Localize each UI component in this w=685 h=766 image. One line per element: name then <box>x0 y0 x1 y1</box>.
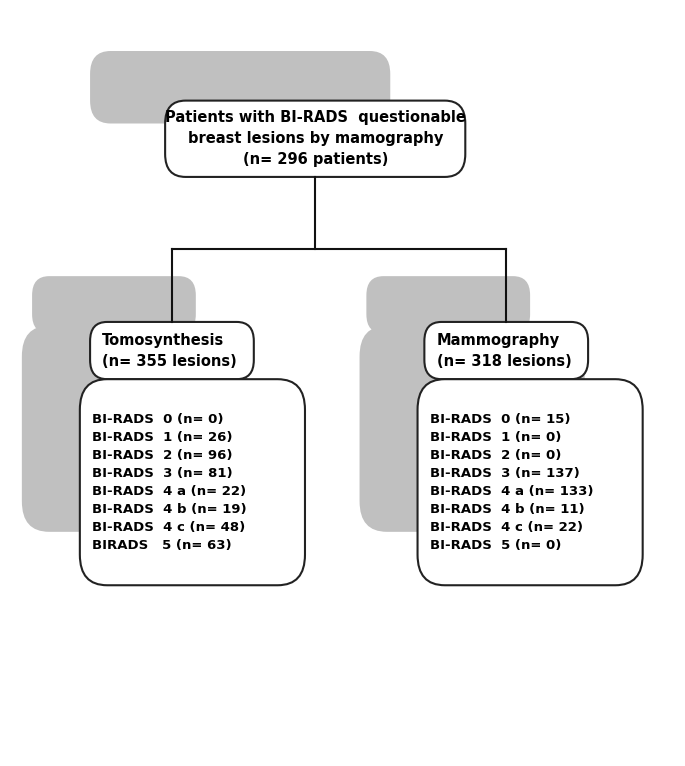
FancyBboxPatch shape <box>165 100 465 177</box>
FancyBboxPatch shape <box>80 379 305 585</box>
FancyBboxPatch shape <box>418 379 643 585</box>
FancyBboxPatch shape <box>32 277 196 333</box>
Text: Patients with BI-RADS  questionable
breast lesions by mamography
(n= 296 patient: Patients with BI-RADS questionable breas… <box>165 110 466 167</box>
Text: Tomosynthesis
(n= 355 lesions): Tomosynthesis (n= 355 lesions) <box>102 332 237 368</box>
FancyBboxPatch shape <box>90 51 390 123</box>
Text: BI-RADS  0 (n= 15)
BI-RADS  1 (n= 0)
BI-RADS  2 (n= 0)
BI-RADS  3 (n= 137)
BI-RA: BI-RADS 0 (n= 15) BI-RADS 1 (n= 0) BI-RA… <box>429 413 593 552</box>
FancyBboxPatch shape <box>425 322 588 379</box>
FancyBboxPatch shape <box>366 277 530 333</box>
FancyBboxPatch shape <box>360 326 585 532</box>
FancyBboxPatch shape <box>90 322 254 379</box>
FancyBboxPatch shape <box>22 326 247 532</box>
Text: BI-RADS  0 (n= 0)
BI-RADS  1 (n= 26)
BI-RADS  2 (n= 96)
BI-RADS  3 (n= 81)
BI-RA: BI-RADS 0 (n= 0) BI-RADS 1 (n= 26) BI-RA… <box>92 413 247 552</box>
Text: Mammography
(n= 318 lesions): Mammography (n= 318 lesions) <box>436 332 571 368</box>
